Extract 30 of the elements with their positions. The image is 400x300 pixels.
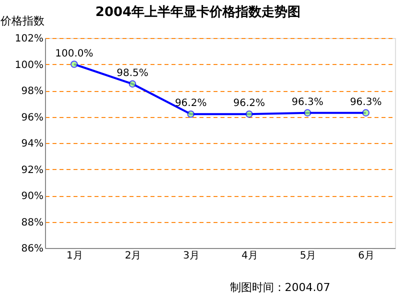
point: [246, 110, 253, 118]
x-tick-label: 6月: [358, 250, 375, 262]
chart-title: 2004年上半年显卡价格指数走势图: [95, 4, 301, 20]
y-tick-label: 100%: [14, 60, 44, 71]
x-tick-label: 3月: [183, 250, 200, 262]
y-tick-label: 90%: [21, 191, 44, 202]
text: 96.2%: [233, 98, 266, 110]
y-tick-label: 98%: [21, 86, 44, 97]
y-tick-label: 92%: [21, 164, 44, 176]
point: [304, 109, 312, 116]
y-axis-title: 价格指数: [0, 14, 44, 28]
point: [362, 109, 370, 116]
y-tick-label: 102%: [14, 34, 44, 44]
text: 100.0%: [55, 48, 94, 60]
x-tick-label: 5月: [300, 250, 316, 262]
text: 98.5%: [116, 68, 148, 79]
x-tick-label: 1月: [66, 250, 83, 262]
text: 96.2%: [174, 98, 207, 110]
y-tick-label: 88%: [21, 217, 44, 228]
y-tick-label: 96%: [21, 112, 44, 124]
text: 制图时间：2004.07: [230, 281, 330, 294]
x-tick-label: 4月: [241, 250, 258, 262]
x-tick-label: 2月: [124, 250, 142, 262]
text: 96.3%: [350, 96, 382, 108]
point: [70, 60, 78, 68]
point: [128, 80, 136, 88]
text: 96.3%: [292, 96, 324, 108]
y-tick-label: 86%: [21, 244, 44, 254]
point: [187, 110, 194, 118]
y-tick-label: 94%: [21, 138, 44, 150]
